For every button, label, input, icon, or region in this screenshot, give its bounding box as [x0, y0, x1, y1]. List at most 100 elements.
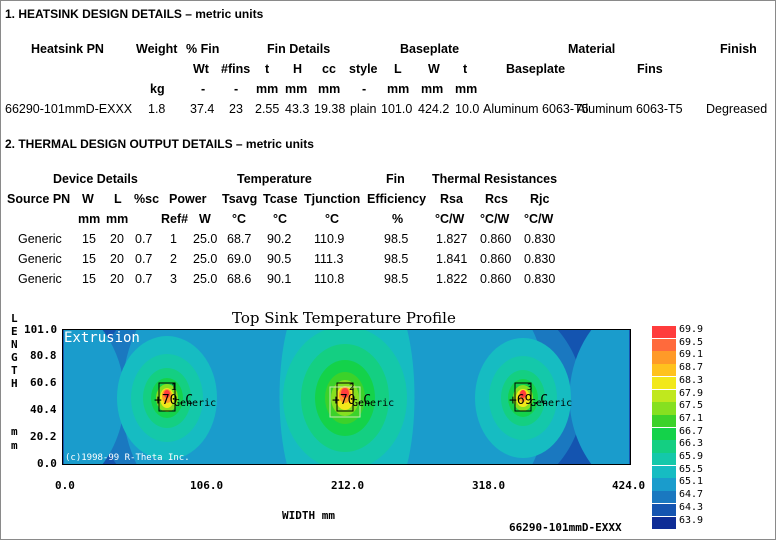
row-fin-h: 43.3 — [285, 102, 310, 116]
cell-eff: 98.5 — [384, 272, 409, 286]
row-heatsink-pn: 66290-101mmD-EXXX — [5, 102, 133, 116]
unit-ref: Ref# — [161, 212, 189, 226]
hdr-heatsink-pn: Heatsink PN — [31, 42, 104, 56]
legend-swatch — [652, 364, 676, 377]
y-axis-letter: m — [11, 439, 18, 452]
y-axis-letter: N — [11, 338, 18, 351]
row-mat-fins: Aluminum 6063-T5 — [577, 102, 683, 116]
legend-swatch — [652, 351, 676, 364]
legend-swatch — [652, 326, 676, 339]
legend-value: 65.5 — [679, 463, 704, 475]
hdr-mat-baseplate: Baseplate — [506, 62, 566, 76]
cell-rsa: 1.841 — [436, 252, 468, 266]
cell-rjc: 0.830 — [524, 232, 556, 246]
hdr-rcs: Rcs — [485, 192, 508, 206]
unit-fin-cc: mm — [318, 82, 341, 96]
cell-rcs: 0.860 — [480, 232, 512, 246]
cell-rsa: 1.827 — [436, 232, 468, 246]
hdr-base-w: W — [428, 62, 440, 76]
hdr-rsa: Rsa — [440, 192, 463, 206]
y-axis-letter: L — [11, 312, 18, 325]
cell-rcs: 0.860 — [480, 272, 512, 286]
row-weight: 1.8 — [148, 102, 166, 116]
legend-value: 68.7 — [679, 362, 704, 374]
cell-w: 15 — [82, 232, 96, 246]
source-number: 3 — [527, 383, 533, 393]
hdr-source-pn: Source PN — [7, 192, 71, 206]
legend-value: 69.5 — [679, 336, 704, 348]
hdr-efficiency: Efficiency — [367, 192, 427, 206]
source-label: Generic — [352, 398, 395, 409]
hdr-sc: %sc — [134, 192, 160, 206]
hdr-temperature: Temperature — [237, 172, 312, 186]
unit-dev-w: mm — [78, 212, 101, 226]
cell-tjunction: 110.8 — [314, 272, 345, 286]
hdr-wt: Wt — [193, 62, 209, 76]
cell-l: 20 — [110, 232, 124, 246]
legend-swatch — [652, 503, 676, 517]
x-axis-label: WIDTH mm — [282, 509, 335, 522]
legend-swatch — [652, 402, 676, 415]
legend-swatch — [652, 453, 676, 466]
cell-rsa: 1.822 — [436, 272, 468, 286]
cell-rcs: 0.860 — [480, 252, 512, 266]
unit-rcs: °C/W — [480, 212, 510, 226]
hdr-mat-fins: Fins — [637, 62, 663, 76]
cell-l: 20 — [110, 252, 124, 266]
cell-tcase: 90.2 — [267, 232, 292, 246]
copyright-label: (c)1998-99 R-Theta Inc. — [65, 453, 190, 463]
hdr-base-l: L — [394, 62, 402, 76]
unit-tsavg: °C — [232, 212, 247, 226]
hdr-finish: Finish — [720, 42, 757, 56]
cell-ref: 1 — [170, 232, 177, 246]
cell-tsavg: 68.7 — [227, 232, 252, 246]
cell-rjc: 0.830 — [524, 252, 556, 266]
plot-title: Top Sink Temperature Profile — [232, 309, 456, 327]
x-tick-label: 318.0 — [472, 479, 506, 492]
hdr-dev-w: W — [82, 192, 94, 206]
unit-tcase: °C — [273, 212, 288, 226]
hdr-weight: Weight — [136, 42, 178, 56]
x-tick-label: 424.0 — [612, 479, 646, 492]
hdr-dev-l: L — [114, 192, 122, 206]
row-wt: 37.4 — [190, 102, 215, 116]
unit-wt: - — [201, 82, 206, 96]
unit-base-w: mm — [421, 82, 444, 96]
legend-swatch — [652, 491, 676, 504]
legend-value: 65.9 — [679, 451, 704, 462]
legend-swatch — [652, 478, 676, 491]
cell-ref: 2 — [170, 252, 177, 266]
y-tick-label: 20.2 — [30, 430, 57, 443]
unit-weight: kg — [150, 82, 165, 96]
y-tick-label: 0.0 — [37, 457, 57, 470]
row-base-l: 101.0 — [381, 102, 413, 116]
cell-ref: 3 — [170, 272, 177, 286]
cell-power: 25.0 — [193, 252, 218, 266]
hdr-fin-t: t — [265, 62, 270, 76]
cell-tjunction: 111.3 — [314, 252, 344, 266]
row-base-t: 10.0 — [455, 102, 480, 116]
legend-swatch — [652, 389, 676, 402]
cell-w: 15 — [82, 272, 96, 286]
hdr-tsavg: Tsavg — [222, 192, 258, 206]
legend-value: 69.1 — [679, 349, 704, 361]
unit-fin-style: - — [362, 82, 367, 96]
hdr-tjunction: Tjunction — [304, 192, 361, 206]
hdr-pct-fin: % Fin — [186, 42, 220, 56]
unit-nfins: - — [234, 82, 239, 96]
unit-fin-h: mm — [285, 82, 308, 96]
hdr-baseplate: Baseplate — [400, 42, 460, 56]
y-axis-letter: m — [11, 425, 18, 438]
cell-source: Generic — [18, 272, 62, 286]
legend-swatch — [652, 465, 676, 479]
hdr-device-details: Device Details — [53, 172, 138, 186]
hdr-nfins: #fins — [221, 62, 251, 76]
hdr-base-t: t — [463, 62, 468, 76]
source-number: 2 — [349, 383, 355, 393]
unit-rjc: °C/W — [524, 212, 554, 226]
unit-efficiency: % — [392, 212, 404, 226]
legend-value: 63.9 — [679, 514, 704, 526]
y-tick-label: 80.8 — [30, 349, 57, 362]
row-fin-cc: 19.38 — [314, 102, 346, 116]
cell-eff: 98.5 — [384, 232, 409, 246]
